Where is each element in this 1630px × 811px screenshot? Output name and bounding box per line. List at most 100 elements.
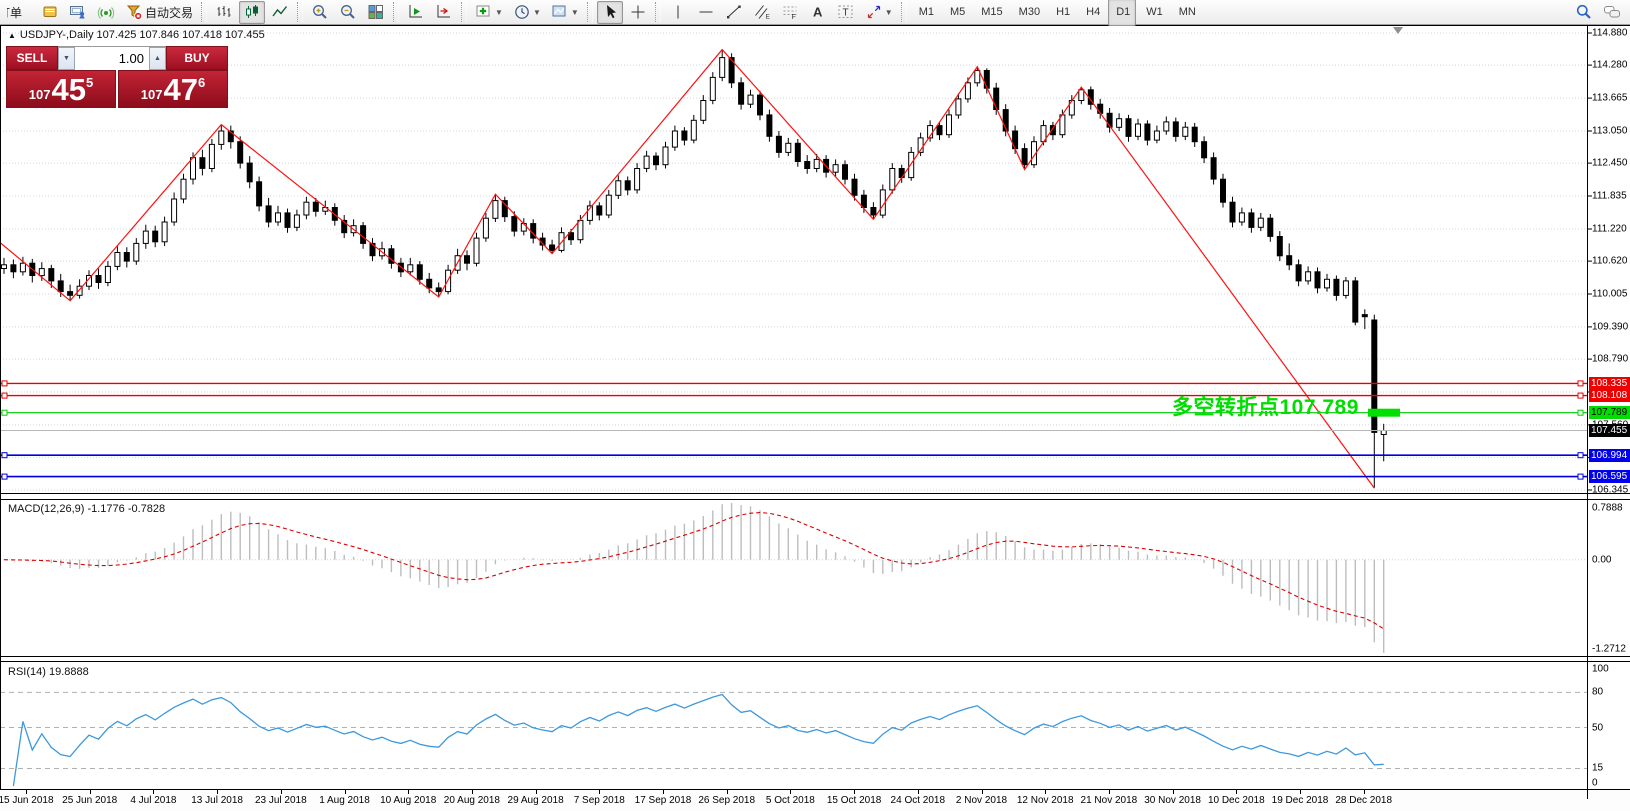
collapse-panel-icon[interactable]: ▲ [8, 31, 16, 40]
tf-m5-button[interactable]: M5 [949, 6, 966, 18]
tf-h1-button[interactable]: H1 [1056, 6, 1071, 18]
svg-text:F: F [791, 14, 795, 21]
date-tick [344, 790, 346, 794]
sell-price-big: 45 [51, 72, 86, 107]
bar-chart-mode-button[interactable] [211, 1, 237, 24]
buy-price[interactable]: 107 47 6 [118, 70, 228, 108]
periods-button[interactable]: ▼ [509, 1, 545, 24]
rsi-axis-label: 15 [1592, 762, 1604, 774]
sell-button[interactable]: SELL [6, 46, 58, 70]
tile-windows-button[interactable] [363, 1, 389, 24]
svg-text:T: T [842, 8, 848, 19]
arrows-button[interactable]: ▼ [861, 1, 897, 24]
cursor-button[interactable] [596, 0, 623, 24]
macd-label: MACD(12,26,9) -1.1776 -0.7828 [8, 503, 166, 515]
chart-shift-marker-icon[interactable] [1393, 27, 1403, 34]
rsi-axis-label: 0 [1592, 777, 1598, 789]
horizontal-line-button[interactable] [693, 1, 719, 24]
date-label: 20 Aug 2018 [443, 795, 500, 806]
chart-title: ▲ USDJPY-,Daily 107.425 107.846 107.418 1… [8, 29, 265, 41]
search-button[interactable] [1571, 1, 1597, 24]
vertical-line-button[interactable] [665, 1, 691, 24]
tf-d1-button[interactable]: D1 [1108, 0, 1137, 26]
date-label: 30 Nov 2018 [1144, 795, 1201, 806]
autotrading-button[interactable]: 自动交易 [121, 1, 197, 24]
date-label: 5 Oct 2018 [765, 795, 815, 806]
volume-decrease-button[interactable]: ▼ [58, 47, 75, 70]
date-label: 10 Dec 2018 [1207, 795, 1265, 806]
volume-control: ▼ 1.00 ▲ [58, 46, 166, 70]
chart-shift-button[interactable] [431, 1, 457, 24]
macd-axis-label: 0.7888 [1592, 502, 1623, 514]
crosshair-icon [629, 3, 647, 21]
date-tick [726, 790, 728, 794]
volume-increase-button[interactable]: ▲ [149, 47, 166, 70]
fibo-icon: F [781, 3, 799, 21]
sell-price[interactable]: 107 45 5 [6, 70, 116, 108]
price-tick-label: 108.790 [1592, 353, 1629, 365]
price-tick-label: 110.620 [1592, 255, 1628, 267]
time-axis[interactable]: 15 Jun 2018 25 Jun 2018 4 Jul 2018 13 Jul 2… [0, 790, 1630, 811]
macd-axis-label: 0.00 [1592, 554, 1612, 566]
indicators-button[interactable]: ▼ [471, 1, 507, 24]
fibonacci-button[interactable]: F [777, 1, 803, 24]
price-line-label: 108.108 [1589, 389, 1630, 403]
funnel-icon [125, 3, 143, 21]
date-label: 29 Aug 2018 [507, 795, 564, 806]
tf-w1-button[interactable]: W1 [1146, 6, 1163, 18]
label-button[interactable]: T [833, 1, 859, 24]
horizontal-lines[interactable] [0, 380, 1587, 480]
sell-price-sup: 5 [85, 75, 94, 90]
candles-icon [243, 3, 261, 21]
tf-m1-button[interactable]: M1 [918, 6, 934, 18]
date-tick [1236, 790, 1238, 794]
tiles-icon [367, 3, 385, 21]
rsi-axis-label: 50 [1592, 722, 1604, 733]
buy-button[interactable]: BUY [166, 46, 228, 70]
price-line-label: 107.789 [1589, 406, 1630, 420]
crosshair-button[interactable] [625, 1, 651, 24]
line-chart-mode-button[interactable] [267, 1, 293, 24]
arrows-icon [865, 3, 883, 21]
date-label: 26 Sep 2018 [698, 795, 756, 806]
price-tick-label: 113.665 [1592, 92, 1628, 104]
book-icon [41, 3, 59, 21]
price-line-label: 108.335 [1589, 376, 1630, 390]
new-order-button[interactable]: 订单 [7, 5, 23, 20]
chat-button[interactable] [1599, 1, 1625, 24]
tf-mn-button[interactable]: MN [1178, 6, 1196, 18]
signals-button[interactable] [93, 1, 119, 24]
date-tick [1172, 790, 1174, 794]
candlestick-mode-button[interactable] [239, 0, 266, 24]
hline-icon [697, 3, 715, 21]
channel-button[interactable]: E [749, 1, 775, 24]
autoscroll-button[interactable] [403, 1, 429, 24]
trendline-button[interactable] [721, 1, 747, 24]
date-tick [471, 790, 473, 794]
text-icon: A [809, 3, 827, 21]
annotation-text[interactable]: 多空转折点107.789 [1172, 396, 1359, 419]
volume-input[interactable]: 1.00 [75, 47, 149, 70]
date-tick [408, 790, 410, 794]
chevron-down-icon: ▼ [532, 7, 541, 17]
zoom-out-button[interactable] [335, 1, 361, 24]
symbol-period-label: USDJPY-,Daily [19, 29, 94, 41]
price-line-label: 106.595 [1589, 470, 1630, 484]
address-book-button[interactable] [37, 1, 63, 24]
tf-h4-button[interactable]: H4 [1086, 6, 1101, 18]
market-watch-button[interactable] [65, 1, 91, 24]
signal-icon [97, 3, 115, 21]
search-icon [1575, 3, 1593, 21]
date-tick [535, 790, 537, 794]
templates-button[interactable]: ▼ [547, 1, 583, 24]
text-button[interactable]: A [805, 1, 831, 24]
date-label: 21 Nov 2018 [1080, 795, 1138, 806]
pane-borders [0, 25, 1630, 790]
date-label: 17 Sep 2018 [634, 795, 692, 806]
rsi-axis-label: 80 [1592, 686, 1604, 698]
zoom-in-button[interactable] [307, 1, 333, 24]
tf-m15-button[interactable]: M15 [981, 6, 1003, 18]
tf-m30-button[interactable]: M30 [1018, 6, 1041, 18]
indicators-icon [475, 3, 493, 21]
clock-icon [513, 3, 531, 21]
